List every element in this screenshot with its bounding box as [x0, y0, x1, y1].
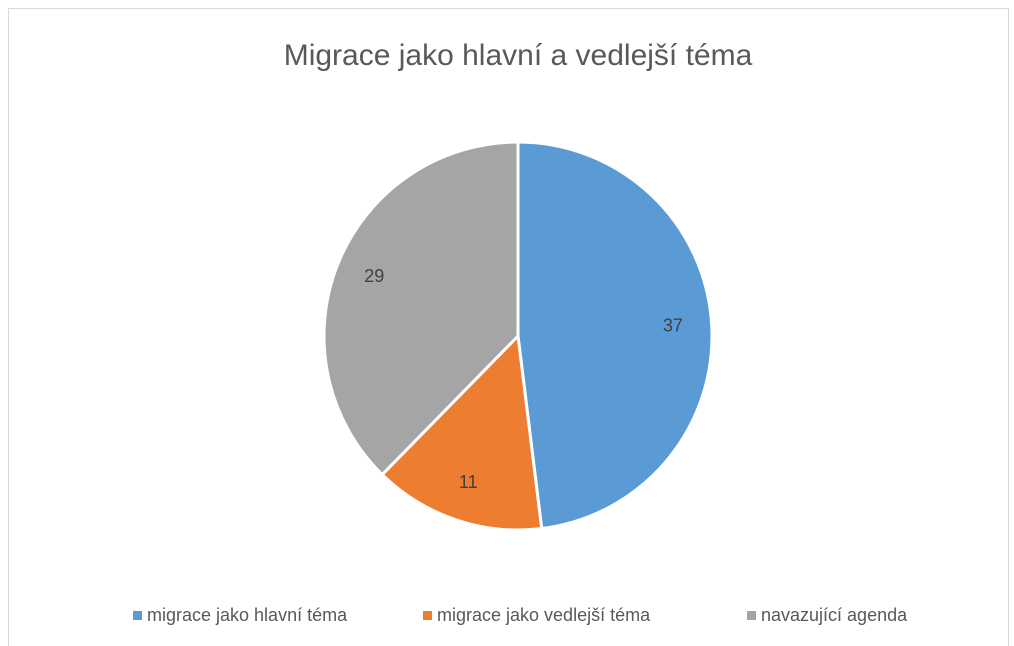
legend-label: migrace jako vedlejší téma: [437, 605, 651, 625]
legend-label: migrace jako hlavní téma: [147, 605, 348, 625]
legend-label: navazující agenda: [761, 605, 908, 625]
chart-title: Migrace jako hlavní a vedlejší téma: [284, 39, 753, 72]
pie-slice: [380, 332, 544, 532]
data-label: 11: [459, 472, 478, 492]
pie-slice: [516, 140, 714, 531]
legend-swatch: [133, 611, 142, 620]
legend-swatch: [423, 611, 432, 620]
data-label: 37: [663, 315, 683, 335]
data-label: 29: [364, 266, 384, 286]
legend-swatch: [747, 611, 756, 620]
pie-slice: [322, 140, 520, 477]
